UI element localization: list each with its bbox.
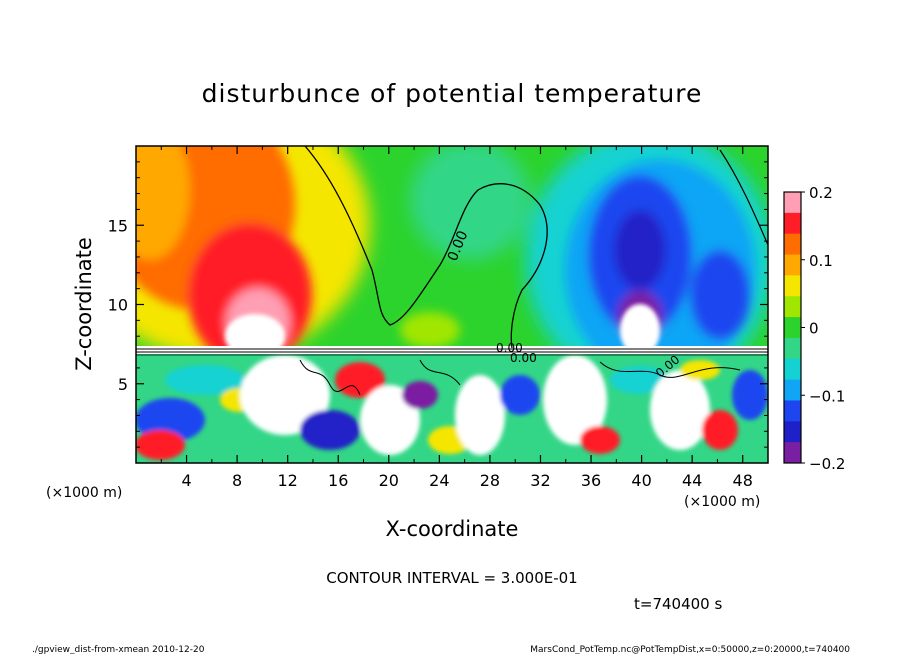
blob-white-5	[650, 370, 710, 450]
colorbar-segment-6	[784, 317, 801, 339]
footer-right: MarsCond_PotTemp.nc@PotTempDist,x=0:5000…	[530, 645, 850, 654]
contour-interval: CONTOUR INTERVAL = 3.000E-01	[326, 569, 577, 587]
colorbar-segment-1	[784, 212, 801, 235]
chart-title: disturbunce of potential temperature	[202, 79, 703, 108]
contour-label-3: 0.00	[510, 351, 537, 365]
blob-red-2	[335, 362, 385, 398]
blob-purple-1	[402, 381, 438, 409]
blob-white-1	[240, 355, 330, 435]
region-lightgreen-mid	[410, 146, 530, 260]
x-unit-label: (×1000 m)	[684, 494, 760, 510]
region-darkblue-right	[614, 210, 666, 290]
colorbar-segment-9	[784, 379, 801, 401]
x-axis: 4 8 12 16 20 24 28 32 36 40 44 48	[160, 146, 753, 490]
colorbar: 0.2 0.1 0 −0.1 −0.2	[783, 184, 845, 473]
y-axis-label: Z-coordinate	[72, 237, 96, 371]
x-tick-label-2: 12	[278, 471, 298, 490]
x-tick-label-3: 16	[328, 471, 348, 490]
colorbar-segment-4	[784, 275, 801, 297]
upper-field	[136, 146, 768, 390]
colorbar-label-0: 0.2	[809, 184, 833, 202]
blob-white-4	[543, 355, 607, 445]
x-tick-label-7: 32	[530, 471, 550, 490]
colorbar-label-4: −0.2	[809, 455, 845, 473]
x-tick-label-5: 24	[429, 471, 449, 490]
colorbar-label-3: −0.1	[809, 387, 845, 405]
blob-red-1	[136, 430, 185, 460]
colorbar-segment-11	[784, 421, 801, 443]
x-tick-label-8: 36	[581, 471, 601, 490]
footer-left: ./gpview_dist-from-xmean 2010-12-20	[32, 645, 205, 654]
y-tick-label-2: 15	[108, 216, 128, 235]
blob-cyan-1	[165, 365, 245, 395]
colorbar-segment-7	[784, 337, 801, 360]
contour-lower	[299, 359, 741, 396]
y-unit-label: (×1000 m)	[46, 485, 122, 501]
region-lightorange-left	[136, 146, 190, 260]
lower-field	[136, 346, 768, 463]
x-tick-label-10: 44	[682, 471, 702, 490]
blob-blue-4	[732, 370, 768, 420]
blob-red-4	[702, 410, 738, 450]
x-tick-label-1: 8	[232, 471, 242, 490]
x-tick-label-11: 48	[733, 471, 753, 490]
colorbar-segment-12	[784, 442, 801, 464]
contour-label-2: 0.00	[496, 341, 523, 355]
x-tick-label-9: 40	[631, 471, 651, 490]
x-tick-label-4: 20	[379, 471, 399, 490]
colorbar-label-1: 0.1	[809, 252, 833, 270]
y-tick-label-0: 5	[118, 375, 128, 394]
blob-red-3	[580, 426, 620, 454]
region-white-right	[620, 304, 660, 356]
x-axis-label: X-coordinate	[386, 517, 519, 541]
x-tick-label-6: 28	[480, 471, 500, 490]
plot-area: 0.00 0.00 0.00 0.00	[136, 146, 768, 463]
region-yellow-mid	[400, 312, 460, 348]
colorbar-segment-0	[784, 192, 801, 214]
colorbar-segment-8	[784, 358, 801, 381]
inversion-layer	[136, 346, 768, 354]
blob-blue-3	[500, 375, 540, 415]
y-tick-label-1: 10	[108, 296, 128, 315]
blob-blue-2	[300, 410, 360, 450]
colorbar-segment-5	[784, 296, 801, 318]
x-tick-label-0: 4	[181, 471, 191, 490]
colorbar-segment-10	[784, 400, 801, 422]
colorbar-label-2: 0	[809, 320, 819, 338]
time-label: t=740400 s	[634, 595, 722, 613]
colorbar-segment-3	[784, 254, 801, 276]
zero-contour	[304, 146, 548, 349]
y-axis: 5 10 15	[108, 161, 768, 448]
blob-white-3	[455, 375, 505, 455]
colorbar-segment-2	[784, 233, 801, 256]
region-blue-right2	[690, 250, 750, 340]
contour-right	[719, 149, 768, 246]
